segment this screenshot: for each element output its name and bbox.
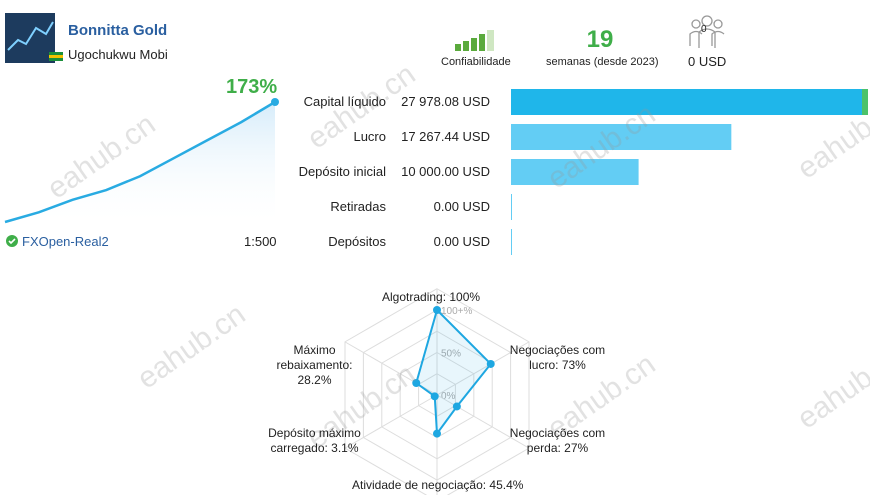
radar-axis-label: Algotrading: 100%: [382, 290, 481, 304]
radar-spoke: [436, 341, 530, 396]
subscribers-icon: [689, 15, 725, 48]
radar-axis-label: Atividade de negociação: 45.4%: [352, 478, 524, 492]
leverage: 1:500: [244, 234, 277, 249]
radar-point: [430, 392, 439, 401]
weeks-label: semanas (desde 2023): [546, 56, 659, 68]
weeks: 19: [586, 26, 614, 53]
row-label: Lucro: [353, 129, 386, 144]
radar-axis-label: Negociações com lucro: 73%: [509, 343, 606, 372]
radar-point: [412, 379, 421, 388]
growth-line: [4, 100, 276, 224]
balance-bar: [511, 229, 512, 255]
verified-check: [8, 238, 16, 245]
balance-bar: [511, 194, 512, 220]
balance-bar: [511, 89, 868, 115]
radar-axis-label: Negociações com perda: 27%: [509, 426, 606, 455]
growth-end-point: [271, 98, 279, 106]
radar-tick-label: 100+%: [441, 306, 473, 317]
radar-point: [486, 359, 495, 368]
radar-point: [433, 429, 441, 438]
broker[interactable]: FXOpen-Real2: [22, 234, 109, 249]
radar-point: [452, 402, 461, 411]
flag-stripe: [49, 55, 63, 58]
row-value: 0.00 USD: [433, 199, 490, 214]
author[interactable]: Ugochukwu Mobi: [68, 47, 168, 62]
radar-axis-label: Máximo rebaixamento: 28.2%: [276, 343, 353, 387]
radar-spoke: [344, 394, 438, 449]
row-label: Depósito inicial: [298, 164, 386, 179]
radar-tick-label: 0%: [441, 391, 456, 402]
radar-point: [433, 306, 441, 314]
balance-bar: [511, 159, 639, 185]
subscribers: 0: [701, 24, 707, 35]
radar-spoke: [436, 394, 530, 449]
radar-axis-label: Depósito máximo carregado: 3.1%: [268, 426, 361, 455]
row-value: 0.00 USD: [433, 234, 490, 249]
subscription-price: 0 USD: [688, 54, 727, 69]
growth-area: [5, 102, 275, 228]
row-label: Capital líquido: [303, 94, 386, 109]
reliability-icon: [455, 30, 494, 51]
bar-end-accent: [862, 89, 868, 115]
balance-bar: [511, 124, 732, 150]
signal-title[interactable]: Bonnitta Gold: [68, 22, 168, 39]
row-value: 27 978.08 USD: [401, 94, 490, 109]
radar-area: [415, 308, 493, 437]
growth-label: 173%: [226, 76, 278, 98]
row-label: Depósitos: [328, 234, 386, 249]
row-label: Retiradas: [330, 199, 386, 214]
row-value: 10 000.00 USD: [401, 164, 490, 179]
row-value: 17 267.44 USD: [401, 129, 490, 144]
radar-tick-label: 50%: [441, 349, 461, 360]
avatar-graphic: [7, 21, 54, 51]
reliability-label: Confiabilidade: [441, 56, 511, 68]
